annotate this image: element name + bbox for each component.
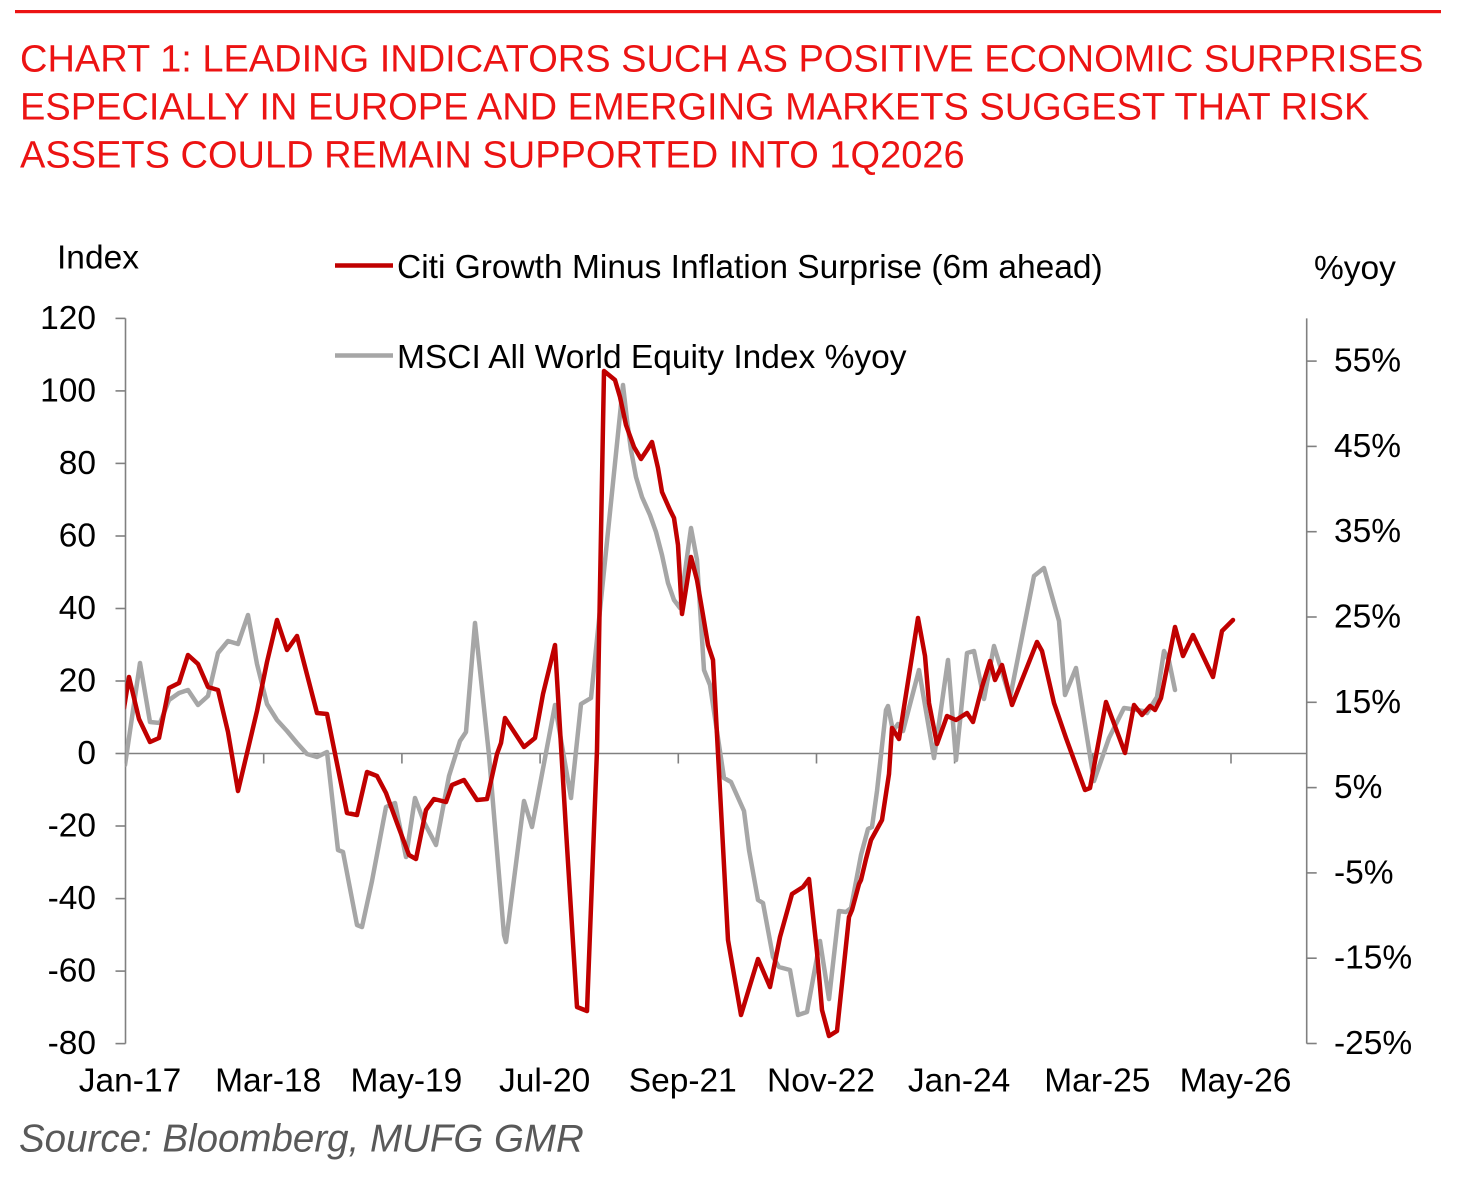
svg-text:80: 80 xyxy=(59,445,96,482)
svg-text:May-19: May-19 xyxy=(351,1063,463,1100)
svg-text:Mar-25: Mar-25 xyxy=(1044,1063,1150,1100)
svg-text:Source: Bloomberg, MUFG GMR: Source: Bloomberg, MUFG GMR xyxy=(19,1118,584,1161)
svg-text:Index: Index xyxy=(57,239,139,276)
svg-text:-25%: -25% xyxy=(1334,1025,1412,1062)
svg-text:-80: -80 xyxy=(48,1025,96,1062)
svg-text:Citi Growth Minus Inflation Su: Citi Growth Minus Inflation Surprise (6m… xyxy=(397,249,1103,286)
svg-text:Jan-17: Jan-17 xyxy=(79,1063,181,1100)
svg-text:20: 20 xyxy=(59,663,96,700)
svg-text:-40: -40 xyxy=(48,880,96,917)
svg-text:55%: 55% xyxy=(1334,343,1401,380)
svg-text:5%: 5% xyxy=(1334,769,1382,806)
svg-text:-60: -60 xyxy=(48,953,96,990)
svg-text:25%: 25% xyxy=(1334,599,1401,636)
svg-text:Nov-22: Nov-22 xyxy=(767,1063,875,1100)
svg-text:Jan-24: Jan-24 xyxy=(908,1063,1010,1100)
svg-text:15%: 15% xyxy=(1334,684,1401,721)
svg-text:Mar-18: Mar-18 xyxy=(215,1063,321,1100)
svg-text:CHART 1: LEADING INDICATORS SU: CHART 1: LEADING INDICATORS SUCH AS POSI… xyxy=(20,39,1423,81)
svg-text:May-26: May-26 xyxy=(1180,1063,1292,1100)
svg-text:120: 120 xyxy=(40,300,96,337)
svg-text:-5%: -5% xyxy=(1334,854,1394,891)
svg-text:40: 40 xyxy=(59,590,96,627)
svg-text:ASSETS COULD REMAIN SUPPORTED: ASSETS COULD REMAIN SUPPORTED INTO 1Q202… xyxy=(20,135,965,177)
svg-text:ESPECIALLY IN EUROPE AND EMERG: ESPECIALLY IN EUROPE AND EMERGING MARKET… xyxy=(20,87,1369,129)
svg-text:MSCI All World Equity Index %y: MSCI All World Equity Index %yoy xyxy=(397,339,907,376)
svg-text:-15%: -15% xyxy=(1334,940,1412,977)
svg-text:-20: -20 xyxy=(48,808,96,845)
svg-text:%yoy: %yoy xyxy=(1314,250,1396,287)
svg-text:Sep-21: Sep-21 xyxy=(629,1063,737,1100)
svg-text:60: 60 xyxy=(59,518,96,555)
svg-text:0: 0 xyxy=(77,735,96,772)
svg-text:35%: 35% xyxy=(1334,513,1401,550)
svg-text:Jul-20: Jul-20 xyxy=(499,1063,590,1100)
svg-text:100: 100 xyxy=(40,372,96,409)
svg-text:45%: 45% xyxy=(1334,428,1401,465)
